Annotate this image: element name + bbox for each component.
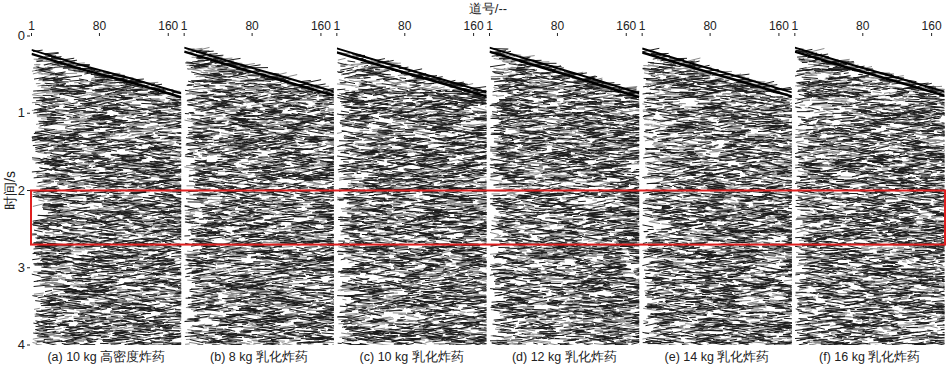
x-tick-label: 80 — [703, 19, 717, 33]
texture-dark — [337, 54, 487, 345]
x-tick-label: 80 — [93, 19, 107, 33]
first-break — [184, 48, 334, 92]
x-tick — [404, 33, 405, 36]
panel-caption: (c) 10 kg 乳化炸药 — [360, 350, 464, 364]
y-tick-label: 0 — [18, 28, 25, 43]
panel-plot — [795, 48, 945, 345]
y-tick — [27, 190, 30, 191]
first-break-echo — [490, 52, 640, 98]
first-break — [490, 48, 640, 94]
x-tick — [184, 33, 185, 36]
x-tick — [931, 33, 932, 36]
panel-plot — [32, 50, 182, 345]
y-tick-label: 3 — [18, 260, 25, 275]
x-tick-label: 1 — [639, 19, 646, 33]
x-tick-label: 1 — [333, 19, 340, 33]
panel-plot — [642, 48, 792, 345]
x-tick-label: 80 — [398, 19, 412, 33]
x-tick — [31, 33, 32, 36]
x-tick-label: 160 — [158, 19, 178, 33]
panel-plot — [337, 48, 487, 345]
panel-caption: (e) 14 kg 乳化炸药 — [665, 350, 770, 364]
panel-plot — [184, 47, 334, 345]
x-tick-label: 1 — [28, 19, 35, 33]
x-tick-label: 80 — [856, 19, 870, 33]
x-axis-title: 道号/-- — [469, 1, 507, 16]
x-tick-label: 160 — [464, 19, 484, 33]
panel-caption: (d) 12 kg 乳化炸药 — [512, 350, 617, 364]
y-axis-title: 时间/s — [2, 171, 18, 210]
x-tick-label: 160 — [616, 19, 636, 33]
x-tick — [320, 33, 321, 36]
x-tick-label: 80 — [551, 19, 565, 33]
x-tick — [794, 33, 795, 36]
x-tick — [710, 33, 711, 36]
panel-caption: (a) 10 kg 高密度炸药 — [47, 349, 165, 364]
figure: 道号/--时间/s01234180160(a) 10 kg 高密度炸药18016… — [0, 0, 950, 366]
texture-dark — [642, 48, 792, 345]
x-tick-label: 160 — [311, 19, 331, 33]
x-tick-label: 1 — [791, 19, 798, 33]
texture-light — [184, 47, 334, 345]
y-tick-label: 1 — [18, 105, 25, 120]
y-tick — [27, 36, 30, 37]
x-tick — [473, 33, 474, 36]
first-break — [337, 48, 487, 92]
x-tick-label: 1 — [181, 19, 188, 33]
x-tick-label: 80 — [245, 19, 259, 33]
y-tick — [27, 345, 30, 346]
y-tick — [27, 267, 30, 268]
texture-light — [337, 53, 487, 345]
x-tick — [489, 33, 490, 36]
panel-plot — [490, 48, 640, 345]
y-tick-label: 4 — [18, 337, 25, 352]
panel-caption: (f) 16 kg 乳化炸药 — [819, 350, 920, 364]
first-break-echo — [184, 52, 334, 96]
first-break — [32, 50, 182, 93]
first-break — [795, 48, 945, 92]
x-tick-label: 160 — [922, 19, 942, 33]
x-tick — [557, 33, 558, 36]
first-break-echo — [337, 52, 487, 96]
panel-caption: (b) 8 kg 乳化炸药 — [210, 350, 308, 364]
y-tick-label: 2 — [18, 183, 25, 198]
x-tick — [778, 33, 779, 36]
x-tick — [642, 33, 643, 36]
texture-dark — [795, 49, 945, 345]
texture-dark — [490, 49, 640, 345]
y-tick — [27, 113, 30, 114]
x-tick — [99, 33, 100, 36]
first-break-echo — [642, 52, 792, 96]
x-tick — [252, 33, 253, 36]
first-break — [642, 48, 792, 92]
x-tick — [862, 33, 863, 36]
first-break-echo — [795, 52, 945, 96]
x-tick-label: 160 — [769, 19, 789, 33]
x-tick — [626, 33, 627, 36]
x-tick — [336, 33, 337, 36]
first-break-echo — [32, 54, 182, 97]
x-tick — [168, 33, 169, 36]
texture-dark — [32, 50, 182, 345]
x-tick-label: 1 — [486, 19, 493, 33]
texture-dark — [184, 50, 334, 345]
highlight-box — [31, 191, 945, 245]
